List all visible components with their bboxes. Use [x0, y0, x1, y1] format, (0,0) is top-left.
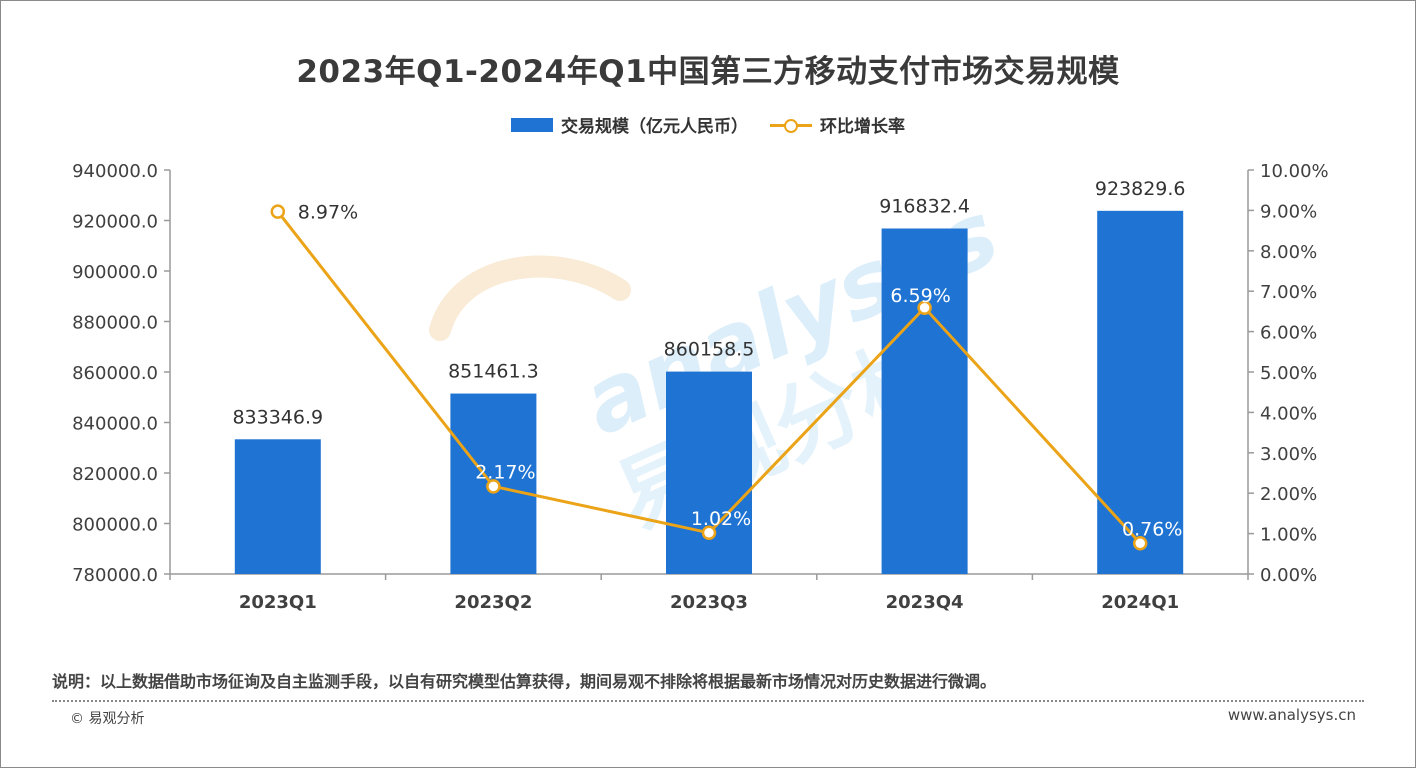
left-tick-label: 940000.0 [72, 161, 158, 182]
right-tick-label: 6.00% [1260, 323, 1317, 344]
right-tick-label: 3.00% [1260, 444, 1317, 465]
copyright-text: © 易观分析 [70, 708, 144, 728]
right-tick-label: 4.00% [1260, 403, 1317, 424]
left-tick-label: 780000.0 [72, 565, 158, 586]
right-tick-label: 9.00% [1260, 201, 1317, 222]
line-value-label: 8.97% [298, 202, 358, 224]
line-value-label: 6.59% [890, 285, 950, 307]
x-tick-label: 2023Q4 [886, 592, 964, 613]
bar-value-label: 860158.5 [664, 339, 755, 361]
right-tick-label: 7.00% [1260, 282, 1317, 303]
left-tick-label: 860000.0 [72, 363, 158, 384]
bar [882, 228, 968, 574]
line-value-label: 1.02% [691, 508, 751, 530]
bar-value-label: 833346.9 [232, 406, 323, 428]
line-point [272, 206, 284, 218]
right-tick-label: 0.00% [1260, 565, 1317, 586]
bar-value-label: 851461.3 [448, 361, 539, 383]
right-tick-label: 5.00% [1260, 363, 1317, 384]
right-tick-label: 10.00% [1260, 161, 1329, 182]
x-tick-label: 2024Q1 [1101, 592, 1179, 613]
footnote: 说明：以上数据借助市场征询及自主监测手段，以自有研究模型估算获得，期间易观不排除… [52, 668, 996, 692]
right-tick-label: 1.00% [1260, 525, 1317, 546]
x-tick-label: 2023Q1 [239, 592, 317, 613]
line-value-label: 0.76% [1122, 518, 1182, 540]
left-tick-label: 880000.0 [72, 313, 158, 334]
bar [235, 439, 321, 574]
footer-divider [52, 700, 1364, 702]
bar [666, 372, 752, 574]
right-tick-label: 8.00% [1260, 242, 1317, 263]
website-link[interactable]: www.analysys.cn [1228, 706, 1356, 724]
right-tick-label: 2.00% [1260, 484, 1317, 505]
left-tick-label: 920000.0 [72, 212, 158, 233]
bar-value-label: 916832.4 [879, 195, 970, 217]
left-tick-label: 840000.0 [72, 414, 158, 435]
watermark-swoosh [440, 267, 620, 330]
bar-value-label: 923829.6 [1095, 178, 1186, 200]
left-tick-label: 800000.0 [72, 515, 158, 536]
left-tick-label: 900000.0 [72, 262, 158, 283]
x-tick-label: 2023Q3 [670, 592, 748, 613]
left-tick-label: 820000.0 [72, 464, 158, 485]
line-value-label: 2.17% [475, 461, 535, 483]
x-tick-label: 2023Q2 [454, 592, 532, 613]
